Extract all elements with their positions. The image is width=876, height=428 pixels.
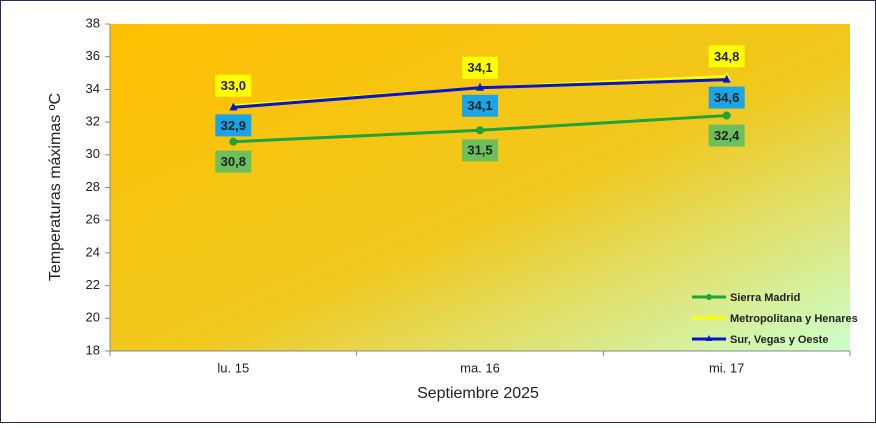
value-label-bg	[215, 114, 252, 137]
point	[722, 111, 731, 120]
legend-label: Sur, Vegas y Oeste	[730, 334, 828, 346]
value-label-bg	[462, 56, 498, 79]
value-label-bg	[462, 94, 498, 117]
value-label: 32,9	[221, 118, 246, 133]
legend-label: Sierra Madrid	[730, 292, 800, 304]
y-axis-title: Temperaturas máximas ºC	[47, 93, 64, 281]
y-tick-label: 20	[86, 310, 100, 325]
value-label: 32,4	[714, 128, 740, 143]
y-tick-label: 32	[86, 114, 100, 129]
y-tick-label: 38	[86, 15, 100, 30]
y-tick-label: 24	[86, 244, 100, 259]
x-tick-label: mi. 17	[709, 360, 744, 375]
x-tick-label: ma. 16	[460, 360, 500, 375]
value-label: 34,1	[467, 60, 492, 75]
point	[722, 74, 731, 83]
y-tick-label: 36	[86, 48, 100, 63]
value-label: 31,5	[467, 143, 492, 158]
value-label-bg	[215, 150, 252, 173]
value-label: 30,8	[221, 154, 246, 169]
y-tick-label: 34	[86, 81, 100, 96]
point	[706, 294, 712, 300]
x-axis-title: Septiembre 2025	[417, 385, 539, 402]
point	[706, 335, 712, 341]
point	[476, 126, 484, 135]
point	[476, 82, 484, 91]
y-tick-label: 18	[86, 342, 100, 357]
y-tick-label: 22	[86, 277, 100, 292]
value-label: 34,1	[467, 98, 492, 113]
value-label: 34,6	[714, 90, 739, 105]
value-label-bg	[462, 139, 498, 162]
value-label-bg	[215, 74, 252, 97]
legend-label: Metropolitana y Henares	[730, 313, 858, 325]
point	[706, 314, 712, 320]
value-label-bg	[708, 45, 745, 68]
value-label: 33,0	[221, 78, 246, 93]
y-tick-label: 28	[86, 179, 100, 194]
value-label-bg	[708, 86, 745, 109]
value-label-bg	[708, 124, 745, 147]
value-label: 34,8	[714, 49, 739, 64]
point	[229, 102, 238, 111]
point	[229, 137, 238, 146]
x-tick-label: lu. 15	[217, 360, 249, 375]
y-tick-label: 26	[86, 212, 100, 227]
y-tick-label: 30	[86, 146, 100, 161]
